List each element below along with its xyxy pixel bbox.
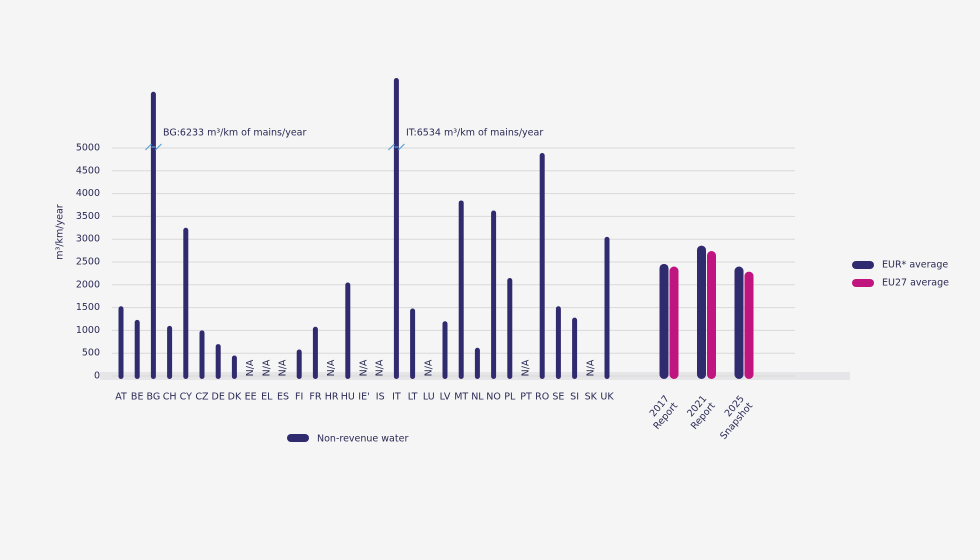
x-tick-label: MT: [454, 392, 468, 403]
bar: [199, 330, 205, 379]
x-tick-label: DK: [228, 392, 242, 403]
value-label: N/A: [359, 359, 370, 376]
legend-label: EU27 average: [882, 278, 949, 289]
bar: [312, 326, 318, 379]
value-label: N/A: [245, 359, 256, 376]
value-label: N/A: [423, 359, 434, 376]
y-tick-label: 2000: [76, 279, 100, 290]
y-tick-label: 1500: [76, 302, 100, 313]
bar: [734, 266, 744, 379]
value-label: N/A: [585, 359, 596, 376]
x-tick-label: ES: [277, 392, 289, 403]
x-tick-label: RO: [535, 392, 549, 403]
x-tick-label: HU: [341, 392, 355, 403]
legend-swatch: [852, 261, 874, 269]
y-tick-label: 1000: [76, 325, 100, 336]
bar: [491, 210, 497, 379]
bar: [150, 91, 156, 379]
value-label: N/A: [521, 359, 532, 376]
x-tick-label: HR: [325, 392, 339, 403]
axis-break: [387, 143, 405, 151]
value-label: N/A: [375, 359, 386, 376]
x-tick-label: LU: [423, 392, 435, 403]
x-tick-label: CZ: [195, 392, 209, 403]
y-tick-label: 4500: [76, 165, 100, 176]
x-tick-label: PL: [504, 392, 516, 403]
bar: [442, 321, 448, 379]
x-tick-label: PT: [520, 392, 532, 403]
x-tick-label: CH: [163, 392, 177, 403]
y-tick-label: 3500: [76, 211, 100, 222]
legend-label: Non-revenue water: [317, 434, 408, 445]
x-tick-label: SI: [570, 392, 579, 403]
x-tick-label: LV: [440, 392, 451, 403]
x-tick-label: EE: [245, 392, 257, 403]
bar: [669, 266, 679, 379]
x-tick-label: IT: [392, 392, 401, 403]
bar: [167, 325, 173, 379]
x-tick-label: 2021Report: [680, 393, 717, 431]
bar: [604, 236, 610, 379]
bar: [183, 227, 189, 379]
x-tick-label: BE: [131, 392, 144, 403]
x-tick-label: LT: [408, 392, 418, 403]
x-tick-label: FI: [295, 392, 303, 403]
legend-swatch: [852, 279, 874, 287]
y-axis-label: m³/km/year: [55, 204, 66, 260]
x-tick-label: FR: [309, 392, 321, 403]
axis-break: [144, 143, 162, 151]
value-label: N/A: [261, 359, 272, 376]
value-label: N/A: [278, 359, 289, 376]
annotation: IT:6534 m³/km of mains/year: [406, 128, 543, 139]
x-tick-label: IE': [358, 392, 369, 403]
bar: [555, 306, 561, 379]
bar: [231, 355, 237, 379]
x-tick-label: 2025Snapshot: [709, 393, 755, 441]
bar: [345, 282, 351, 379]
bar: [393, 78, 399, 380]
x-tick-label: UK: [600, 392, 614, 403]
value-label: N/A: [326, 359, 337, 376]
bar: [296, 349, 302, 379]
x-tick-label: DE: [212, 392, 225, 403]
bar: [697, 245, 706, 379]
bar: [134, 319, 140, 379]
y-tick-label: 4000: [76, 188, 100, 199]
x-tick-label: EL: [261, 392, 273, 403]
bar: [474, 347, 480, 379]
x-tick-label: SK: [585, 392, 598, 403]
bar: [659, 263, 669, 379]
y-tick-label: 2500: [76, 257, 100, 268]
x-tick-label: BG: [147, 392, 161, 403]
bar: [458, 200, 464, 379]
x-tick-label: SE: [552, 392, 564, 403]
bar: [410, 308, 416, 379]
y-tick-label: 5000: [76, 143, 100, 154]
x-tick-label: NL: [471, 392, 484, 403]
bar: [539, 153, 545, 379]
x-tick-label: IS: [376, 392, 385, 403]
bar: [507, 277, 513, 379]
y-tick-label: 500: [82, 348, 100, 359]
bar: [744, 271, 754, 379]
bar: [215, 344, 221, 379]
legend-label: EUR* average: [882, 260, 948, 271]
annotation: BG:6233 m³/km of mains/year: [163, 128, 306, 139]
x-tick-label: CY: [180, 392, 192, 403]
x-tick-label: NO: [486, 392, 501, 403]
x-tick-label: 2017Report: [643, 393, 680, 431]
y-tick-label: 3000: [76, 234, 100, 245]
bar: [572, 317, 578, 379]
bar: [118, 306, 124, 379]
bar: [707, 251, 716, 379]
x-tick-label: AT: [115, 392, 127, 403]
legend-swatch: [287, 434, 309, 442]
y-tick-label: 0: [94, 371, 100, 382]
